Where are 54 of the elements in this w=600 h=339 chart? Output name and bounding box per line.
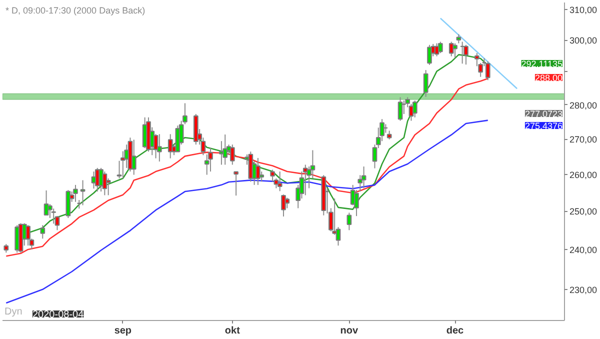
y-tick-label: 260,00 bbox=[570, 170, 598, 180]
candlestick bbox=[131, 139, 136, 176]
y-tick-label: 240,00 bbox=[570, 244, 598, 255]
line-series bbox=[6, 120, 489, 304]
candlestick bbox=[168, 134, 173, 159]
candlestick bbox=[438, 41, 443, 54]
candlestick bbox=[175, 125, 180, 152]
candlestick bbox=[485, 60, 490, 81]
candlestick bbox=[398, 96, 403, 122]
candlestick bbox=[234, 171, 238, 196]
candlestick bbox=[448, 41, 454, 57]
candlestick bbox=[412, 100, 418, 118]
candlestick bbox=[102, 171, 108, 196]
candlestick bbox=[40, 224, 46, 240]
chart-title: * D, 09:00-17:30 (2000 Days Back) bbox=[6, 6, 146, 16]
candlestick bbox=[277, 171, 282, 192]
candlestick bbox=[73, 184, 78, 202]
candlestick bbox=[456, 34, 462, 44]
candlestick bbox=[222, 134, 228, 166]
candlestick bbox=[80, 180, 86, 206]
candlestick bbox=[284, 197, 290, 209]
candlestick bbox=[464, 44, 468, 66]
candlestick bbox=[427, 44, 432, 66]
x-tick-label: nov bbox=[340, 326, 359, 336]
annotation: 288,00 bbox=[534, 73, 563, 83]
candlestick bbox=[26, 224, 30, 246]
candlestick bbox=[156, 134, 162, 162]
y-tick-label: 300,00 bbox=[570, 36, 598, 46]
x-tick-label: okt bbox=[224, 326, 241, 336]
y-tick-label: 280,00 bbox=[570, 100, 598, 110]
candlestick bbox=[208, 147, 213, 172]
candlestick bbox=[281, 194, 286, 217]
y-tick-label: 270,00 bbox=[570, 134, 598, 145]
candlestick bbox=[361, 166, 366, 189]
candlestick bbox=[346, 212, 352, 231]
annotation: Dyn bbox=[4, 306, 22, 318]
annotation: 2020-08-04 bbox=[32, 310, 84, 320]
candlestick bbox=[248, 151, 254, 182]
candlestick bbox=[423, 70, 428, 98]
y-tick-label: 250,00 bbox=[570, 206, 598, 217]
annotation: 275,4376 bbox=[524, 121, 563, 131]
x-tick-label: sep bbox=[114, 326, 132, 336]
y-tick-label: 310,00 bbox=[570, 4, 598, 15]
candlestick bbox=[452, 42, 458, 58]
y-tick-label: 230,00 bbox=[570, 284, 598, 295]
annotation: 277,0723 bbox=[524, 109, 563, 119]
x-tick-label: dec bbox=[446, 326, 464, 336]
annotation: 292,11135 bbox=[521, 59, 563, 69]
candlestick bbox=[256, 157, 260, 186]
candlestick bbox=[270, 169, 275, 182]
candlestick bbox=[106, 178, 111, 196]
candlestick bbox=[230, 144, 235, 166]
candlestick bbox=[51, 208, 56, 224]
candlestick bbox=[98, 167, 104, 192]
